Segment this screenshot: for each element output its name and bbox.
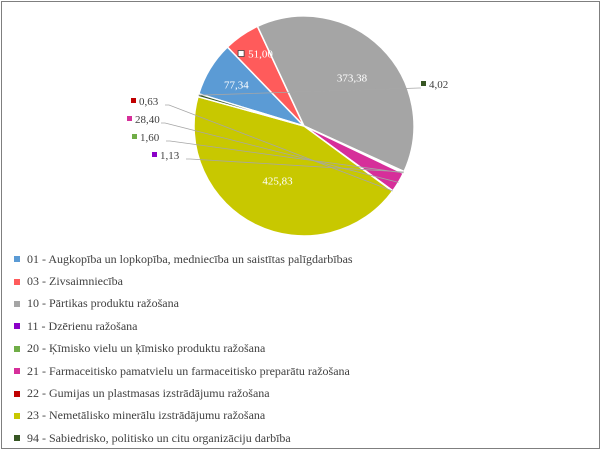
legend-swatch <box>14 278 20 285</box>
pie-slice <box>193 95 394 237</box>
data-label-marker <box>237 50 245 57</box>
data-label: 1,13 <box>160 150 180 162</box>
data-label: 77,34 <box>224 80 249 92</box>
legend-swatch <box>14 368 20 375</box>
legend-item: 22 - Gumijas un plastmasas izstrādājumu … <box>14 382 353 404</box>
data-label: 51,00 <box>248 49 273 61</box>
legend-item: 94 - Sabiedrisko, politisko un citu orga… <box>14 427 353 449</box>
legend-item: 11 - Dzērienu ražošana <box>14 315 353 337</box>
legend-label: 94 - Sabiedrisko, politisko un citu orga… <box>27 430 291 445</box>
data-label: 4,02 <box>429 79 448 91</box>
legend-item: 03 - Zivsaimniecība <box>14 270 353 292</box>
legend-swatch <box>14 323 20 330</box>
data-label-marker <box>421 81 426 86</box>
legend-label: 11 - Dzērienu ražošana <box>27 318 138 333</box>
legend-label: 23 - Nemetālisko minerālu izstrādājumu r… <box>27 408 266 423</box>
legend-label: 03 - Zivsaimniecība <box>27 274 123 289</box>
pie-slice <box>256 15 415 173</box>
legend-swatch <box>14 412 20 419</box>
data-label: 1,60 <box>140 132 160 144</box>
legend: 01 - Augkopība un lopkopība, medniecība … <box>14 248 353 450</box>
legend-label: 21 - Farmaceitisko pamatvielu un farmace… <box>27 363 350 378</box>
data-label: 28,40 <box>135 114 160 126</box>
legend-item: 20 - Ķīmisko vielu un ķīmisko produktu r… <box>14 338 353 360</box>
legend-swatch <box>14 435 20 442</box>
legend-swatch <box>14 345 20 352</box>
data-label-marker <box>152 152 157 157</box>
leader-line <box>166 140 404 174</box>
legend-item: 21 - Farmaceitisko pamatvielu un farmace… <box>14 360 353 382</box>
legend-swatch <box>14 300 20 307</box>
data-label: 373,38 <box>337 73 368 85</box>
data-label-marker <box>127 116 132 121</box>
legend-label: 10 - Pārtikas produktu ražošana <box>27 296 179 311</box>
legend-swatch <box>14 390 20 397</box>
data-label: 0,63 <box>139 96 159 108</box>
legend-label: 20 - Ķīmisko vielu un ķīmisko produktu r… <box>27 341 266 356</box>
leader-line <box>165 104 393 192</box>
legend-item: 23 - Nemetālisko minerālu izstrādājumu r… <box>14 405 353 427</box>
data-label: 425,83 <box>262 175 293 187</box>
pie-slice <box>197 92 305 127</box>
leader-line <box>198 87 421 96</box>
data-label-marker <box>131 98 136 103</box>
legend-label: 01 - Augkopība un lopkopība, medniecība … <box>27 251 353 266</box>
data-label-marker <box>132 134 137 139</box>
leader-line <box>161 122 399 183</box>
legend-swatch <box>14 256 20 263</box>
legend-item: 01 - Augkopība un lopkopība, medniecība … <box>14 248 353 270</box>
legend-item: 10 - Pārtikas produktu ražošana <box>14 293 353 315</box>
legend-label: 22 - Gumijas un plastmasas izstrādājumu … <box>27 386 270 401</box>
